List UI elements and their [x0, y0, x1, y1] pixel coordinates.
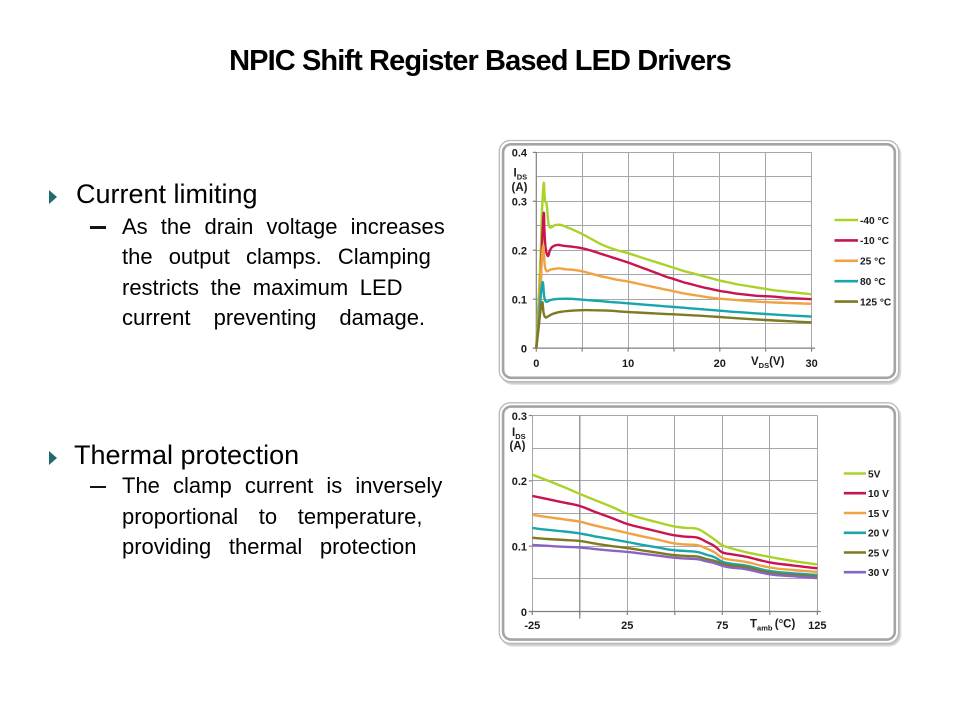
- svg-text:75: 75: [716, 620, 728, 632]
- svg-text:30 V: 30 V: [868, 568, 889, 579]
- svg-text:25 °C: 25 °C: [860, 257, 886, 268]
- svg-text:125 °C: 125 °C: [860, 297, 892, 308]
- svg-text:-10 °C: -10 °C: [860, 236, 890, 247]
- svg-text:0: 0: [521, 343, 527, 355]
- svg-text:VDS(V): VDS(V): [751, 356, 785, 370]
- svg-text:0: 0: [521, 607, 527, 619]
- svg-text:Tamb (°C): Tamb (°C): [750, 619, 795, 633]
- svg-text:20 V: 20 V: [868, 529, 889, 540]
- svg-text:(A): (A): [510, 441, 526, 453]
- svg-text:-40 °C: -40 °C: [860, 216, 890, 227]
- svg-text:80 °C: 80 °C: [860, 277, 886, 288]
- svg-text:0.4: 0.4: [512, 148, 528, 160]
- svg-text:0.1: 0.1: [512, 542, 527, 554]
- svg-text:15 V: 15 V: [868, 509, 889, 520]
- svg-text:25: 25: [621, 620, 633, 632]
- svg-text:0.3: 0.3: [512, 411, 527, 423]
- svg-text:0: 0: [533, 358, 539, 370]
- svg-text:0.3: 0.3: [512, 197, 527, 209]
- svg-text:0.2: 0.2: [512, 476, 527, 488]
- svg-text:-25: -25: [524, 620, 540, 632]
- svg-text:0.1: 0.1: [512, 295, 527, 307]
- svg-text:10: 10: [622, 358, 634, 370]
- svg-text:(A): (A): [512, 182, 528, 194]
- svg-text:5V: 5V: [868, 469, 881, 480]
- svg-text:125: 125: [808, 620, 826, 632]
- svg-text:20: 20: [714, 358, 726, 370]
- svg-text:25 V: 25 V: [868, 548, 889, 559]
- svg-text:0.2: 0.2: [512, 246, 527, 258]
- svg-text:30: 30: [805, 358, 817, 370]
- svg-text:10 V: 10 V: [868, 489, 889, 500]
